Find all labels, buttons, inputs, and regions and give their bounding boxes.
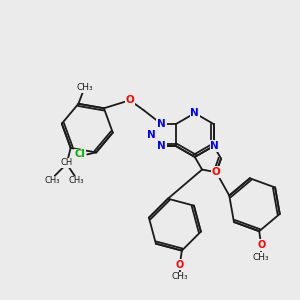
Text: CH₃: CH₃: [76, 83, 93, 92]
Text: N: N: [190, 108, 199, 118]
Text: N: N: [210, 141, 219, 151]
Text: CH₃: CH₃: [253, 253, 269, 262]
Text: CH₃: CH₃: [172, 272, 188, 281]
Text: O: O: [125, 95, 134, 105]
Text: N: N: [147, 130, 156, 140]
Text: N: N: [157, 119, 166, 129]
Text: CH: CH: [61, 158, 73, 167]
Text: Cl: Cl: [75, 149, 86, 159]
Text: N: N: [157, 141, 166, 151]
Text: O: O: [212, 167, 220, 177]
Text: CH₃: CH₃: [45, 176, 61, 185]
Text: CH₃: CH₃: [69, 176, 84, 185]
Text: O: O: [257, 240, 265, 250]
Text: O: O: [176, 260, 184, 269]
